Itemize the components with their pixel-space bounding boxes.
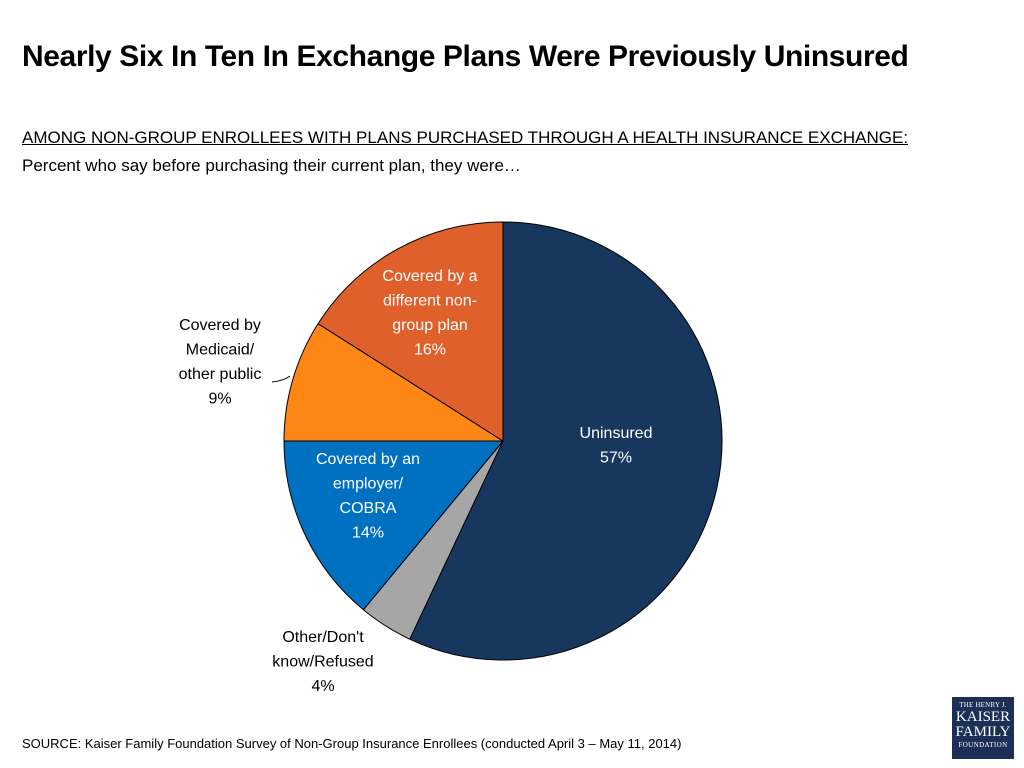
leader-line-medicaid [271, 375, 291, 383]
slice-value-3: 9% [208, 391, 231, 408]
slice-label-4: Covered by a different non-group plan 16% [382, 268, 477, 359]
pie-slice-3 [283, 323, 504, 442]
source-note: SOURCE: Kaiser Family Foundation Survey … [22, 736, 682, 751]
slice-label-3: Covered by Medicaid/other public 9% [179, 317, 262, 408]
slice-label-line-1-0: Other/Don't [282, 629, 364, 646]
logo-line-3: FAMILY [955, 724, 1011, 740]
logo-line-4: FOUNDATION [958, 741, 1008, 749]
pie-slice-4 [317, 221, 504, 442]
slice-value-2: 14% [352, 525, 384, 542]
subtitle-population: AMONG NON-GROUP ENROLLEES WITH PLANS PUR… [22, 128, 909, 147]
slice-label-2: Covered by an employer/COBRA 14% [316, 451, 420, 542]
slice-label-line-1-1: know/Refused [272, 654, 373, 671]
slice-label-line-2-0: Covered by an [316, 451, 420, 468]
kff-logo: THE HENRY J. KAISER FAMILY FOUNDATION [952, 697, 1014, 759]
pie-slice-2 [283, 440, 504, 611]
slice-label-line-3-0: Covered by [179, 317, 261, 334]
slice-label-line-4-2: group plan [392, 317, 468, 334]
slice-label-line-2-1: employer/ [333, 476, 404, 493]
subtitle-question: Percent who say before purchasing their … [22, 156, 521, 175]
slice-label-line-4-1: different non- [383, 293, 477, 310]
slice-value-1: 4% [311, 678, 334, 695]
slice-label-line-3-2: other public [179, 366, 262, 383]
slice-label-line-2-2: COBRA [340, 500, 397, 517]
slice-label-1: Other/Don't know/Refused 4% [272, 629, 373, 695]
slice-label-line-4-0: Covered by a [382, 268, 477, 285]
slice-value-4: 16% [414, 342, 446, 359]
slice-label-line-0-0: Uninsured [580, 425, 653, 442]
logo-line-1: THE HENRY J. [959, 701, 1007, 709]
slice-label-line-3-1: Medicaid/ [186, 342, 255, 359]
logo-line-2: KAISER [955, 709, 1011, 725]
pie-slices [283, 221, 723, 661]
slide-title: Nearly Six In Ten In Exchange Plans Were… [22, 40, 909, 73]
slice-label-0: Uninsured 57% [580, 425, 653, 467]
slice-value-0: 57% [600, 450, 632, 467]
pie-labels: Uninsured 57% Other/Don't know/Refused 4% Cov… [179, 268, 653, 695]
pie-slice-0 [409, 221, 723, 661]
